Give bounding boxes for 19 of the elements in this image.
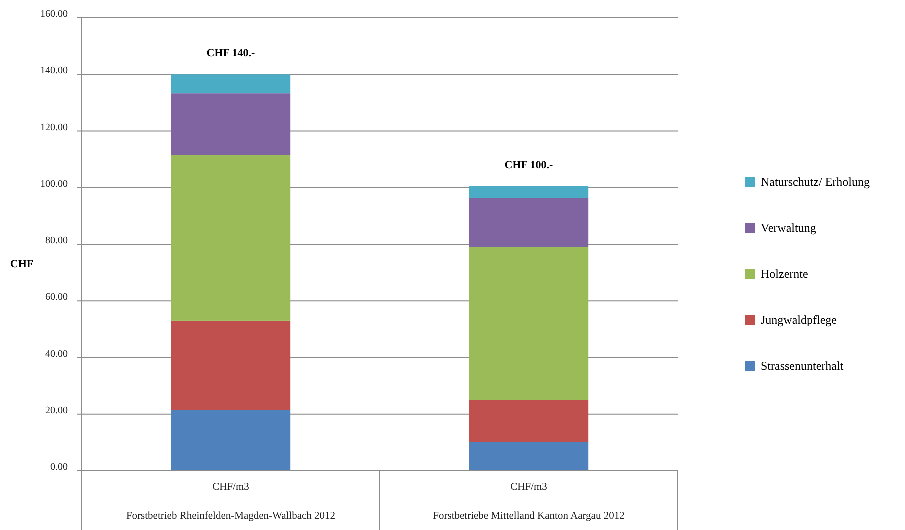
y-tick-label: 120.00 — [40, 122, 68, 134]
y-tick-label: 20.00 — [46, 405, 68, 416]
y-tick-label: 60.00 — [46, 292, 68, 304]
category-label: CHF/m3 Forstbetrieb Rheinfelden-Magden-Wallbach 2012 — [126, 482, 336, 522]
total-label: CHF 140.- — [206, 48, 256, 60]
y-tick-label: 160.00 — [40, 9, 68, 20]
category-label: CHF/m3 Forstbetriebe Mittelland Kanton Aargau 2012 — [433, 482, 625, 522]
y-tick-label: 0.00 — [50, 462, 68, 473]
legend-label: Strassenunterhalt — [761, 359, 844, 374]
total-label: CHF 100.- — [504, 159, 554, 172]
legend-label: Holzernte — [761, 267, 808, 282]
legend-label: Naturschutz/ Erholung — [761, 175, 870, 190]
y-tick-label: 140.00 — [40, 66, 68, 77]
y-tick-label: 40.00 — [46, 348, 68, 360]
y-tick-label: 100.00 — [40, 178, 68, 190]
legend-label: Jungwaldpflege — [761, 313, 837, 328]
y-axis-title: CHF — [10, 258, 34, 270]
y-tick-label: 80.00 — [46, 236, 68, 246]
legend-label: Verwaltung — [761, 221, 816, 236]
